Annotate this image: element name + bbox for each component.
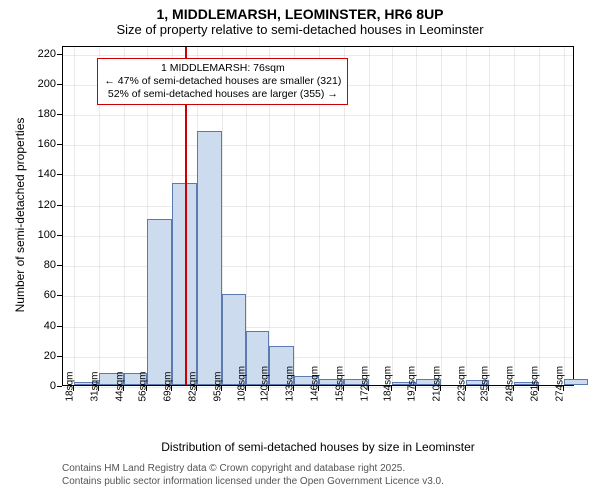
annotation-line: ← 47% of semi-detached houses are smalle… [104,75,341,88]
gridline-h [63,175,573,176]
footer-line2: Contains public sector information licen… [62,475,444,488]
gridline-v [74,47,75,385]
y-tick-mark [57,386,62,387]
annotation-box: 1 MIDDLEMARSH: 76sqm← 47% of semi-detach… [97,58,348,105]
gridline-v [539,47,540,385]
gridline-h [63,55,573,56]
plot-area: 1 MIDDLEMARSH: 76sqm← 47% of semi-detach… [62,46,574,386]
title-block: 1, MIDDLEMARSH, LEOMINSTER, HR6 8UP Size… [0,0,600,37]
y-tick-mark [57,84,62,85]
y-tick-mark [57,174,62,175]
gridline-h [63,296,573,297]
footer: Contains HM Land Registry data © Crown c… [62,462,444,488]
footer-line1: Contains HM Land Registry data © Crown c… [62,462,444,475]
histogram-bar [197,131,222,385]
gridline-v [466,47,467,385]
y-tick-mark [57,265,62,266]
gridline-h [63,266,573,267]
title-line2: Size of property relative to semi-detach… [0,22,600,37]
y-tick-label: 220 [30,48,56,60]
annotation-line: 1 MIDDLEMARSH: 76sqm [104,62,341,75]
y-tick-mark [57,326,62,327]
chart-container: 1, MIDDLEMARSH, LEOMINSTER, HR6 8UP Size… [0,0,600,500]
y-tick-label: 140 [30,168,56,180]
gridline-h [63,236,573,237]
y-tick-mark [57,205,62,206]
y-tick-label: 80 [30,259,56,271]
gridline-v [392,47,393,385]
y-tick-mark [57,356,62,357]
title-line1: 1, MIDDLEMARSH, LEOMINSTER, HR6 8UP [0,6,600,22]
annotation-line: 52% of semi-detached houses are larger (… [104,88,341,101]
histogram-bar [564,379,589,385]
gridline-v [489,47,490,385]
y-tick-label: 40 [30,320,56,332]
y-tick-label: 100 [30,229,56,241]
gridline-h [63,357,573,358]
y-tick-label: 0 [30,380,56,392]
y-tick-label: 200 [30,78,56,90]
y-tick-label: 20 [30,350,56,362]
gridline-h [63,206,573,207]
y-tick-label: 180 [30,108,56,120]
y-tick-label: 120 [30,199,56,211]
gridline-v [441,47,442,385]
gridline-v [514,47,515,385]
y-tick-label: 160 [30,138,56,150]
gridline-h [63,115,573,116]
gridline-h [63,145,573,146]
y-axis-label: Number of semi-detached properties [13,105,27,325]
y-tick-mark [57,144,62,145]
y-tick-label: 60 [30,289,56,301]
gridline-v [369,47,370,385]
y-tick-mark [57,54,62,55]
gridline-v [416,47,417,385]
y-tick-mark [57,295,62,296]
gridline-h [63,327,573,328]
y-tick-mark [57,114,62,115]
histogram-bar [147,219,172,385]
y-tick-mark [57,235,62,236]
gridline-v [564,47,565,385]
x-axis-label: Distribution of semi-detached houses by … [62,440,574,454]
